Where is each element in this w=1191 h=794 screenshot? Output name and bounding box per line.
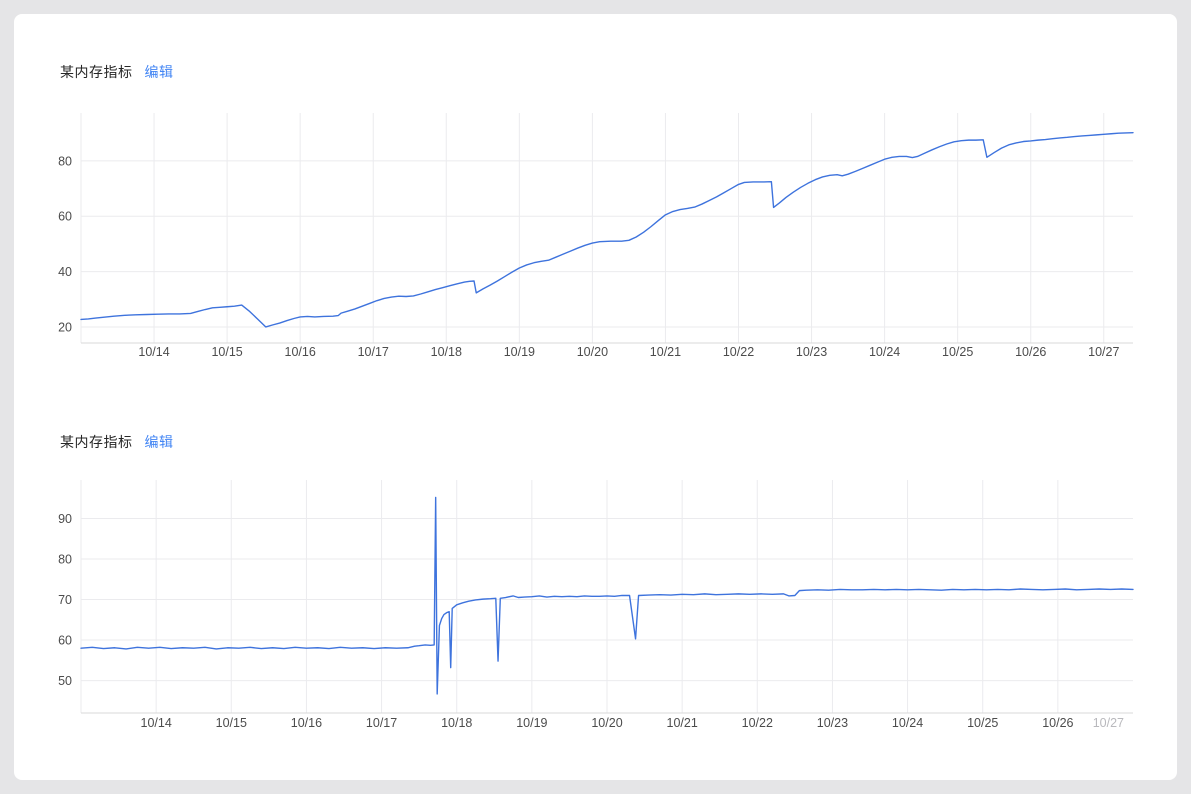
x-tick-label: 10/19 xyxy=(516,716,547,730)
x-tick-label: 10/16 xyxy=(291,716,322,730)
x-axis-labels: 10/14 10/15 10/16 10/17 10/18 10/19 10/20 10/21… xyxy=(141,716,1125,730)
y-tick-label: 20 xyxy=(58,320,72,334)
x-tick-label: 10/16 xyxy=(285,345,316,359)
line-chart[interactable]: 50 60 70 80 90 10/14 10/15 10/16 10/17 10/18 10/19… xyxy=(14,454,1177,744)
edit-link[interactable]: 编辑 xyxy=(144,434,174,450)
x-tick-label: 10/18 xyxy=(431,345,462,359)
series-line xyxy=(80,496,1134,695)
y-tick-label: 70 xyxy=(58,593,72,607)
x-tick-label: 10/24 xyxy=(869,345,900,359)
x-tick-label: 10/19 xyxy=(504,345,535,359)
y-axis-labels: 20 40 60 80 xyxy=(58,154,72,334)
y-tick-label: 80 xyxy=(58,154,72,168)
x-tick-label: 10/22 xyxy=(723,345,754,359)
y-tick-label: 90 xyxy=(58,512,72,526)
y-tick-label: 40 xyxy=(58,265,72,279)
chart-section-memory-1: 某内存指标 编辑 20 40 60 80 10/14 10/15 10/16 10/17 10/… xyxy=(14,62,1177,374)
x-tick-label: 10/20 xyxy=(591,716,622,730)
x-axis-labels: 10/14 10/15 10/16 10/17 10/18 10/19 10/20 10/21… xyxy=(138,345,1119,359)
y-tick-label: 80 xyxy=(58,552,72,566)
x-tick-label: 10/18 xyxy=(441,716,472,730)
dashboard-card: 某内存指标 编辑 20 40 60 80 10/14 10/15 10/16 10/17 10/… xyxy=(14,14,1177,780)
grid-lines xyxy=(80,113,1133,343)
x-tick-label: 10/14 xyxy=(141,716,172,730)
grid-lines xyxy=(80,480,1133,713)
series-line xyxy=(80,131,1134,328)
x-tick-label: 10/25 xyxy=(942,345,973,359)
y-tick-label: 60 xyxy=(58,633,72,647)
edit-link[interactable]: 编辑 xyxy=(144,64,174,80)
x-tick-label: 10/14 xyxy=(138,345,169,359)
x-tick-label: 10/15 xyxy=(211,345,242,359)
x-tick-label: 10/22 xyxy=(742,716,773,730)
x-tick-label: 10/21 xyxy=(650,345,681,359)
x-tick-label: 10/17 xyxy=(366,716,397,730)
x-tick-label: 10/15 xyxy=(216,716,247,730)
x-tick-label: 10/21 xyxy=(667,716,698,730)
chart-title: 某内存指标 xyxy=(60,64,133,80)
x-tick-label: 10/26 xyxy=(1015,345,1046,359)
chart-svg: 50 60 70 80 90 10/14 10/15 10/16 10/17 10/18 10/19… xyxy=(58,480,1134,730)
x-tick-label: 10/20 xyxy=(577,345,608,359)
chart-header: 某内存指标 编辑 xyxy=(14,62,1177,84)
x-tick-label: 10/26 xyxy=(1042,716,1073,730)
y-axis-labels: 50 60 70 80 90 xyxy=(58,512,72,688)
line-chart[interactable]: 20 40 60 80 10/14 10/15 10/16 10/17 10/18 10/19 10… xyxy=(14,84,1177,374)
x-tick-label: 10/17 xyxy=(358,345,389,359)
x-tick-label: 10/23 xyxy=(796,345,827,359)
chart-header: 某内存指标 编辑 xyxy=(14,432,1177,454)
x-tick-label: 10/25 xyxy=(967,716,998,730)
chart-section-memory-2: 某内存指标 编辑 50 60 70 80 90 10/14 10/15 10/16 10/17 1… xyxy=(14,432,1177,744)
chart-title: 某内存指标 xyxy=(60,434,133,450)
x-tick-label: 10/23 xyxy=(817,716,848,730)
x-tick-label: 10/24 xyxy=(892,716,923,730)
y-tick-label: 60 xyxy=(58,210,72,224)
x-tick-label: 10/27 xyxy=(1093,716,1124,730)
x-tick-label: 10/27 xyxy=(1088,345,1119,359)
y-tick-label: 50 xyxy=(58,674,72,688)
